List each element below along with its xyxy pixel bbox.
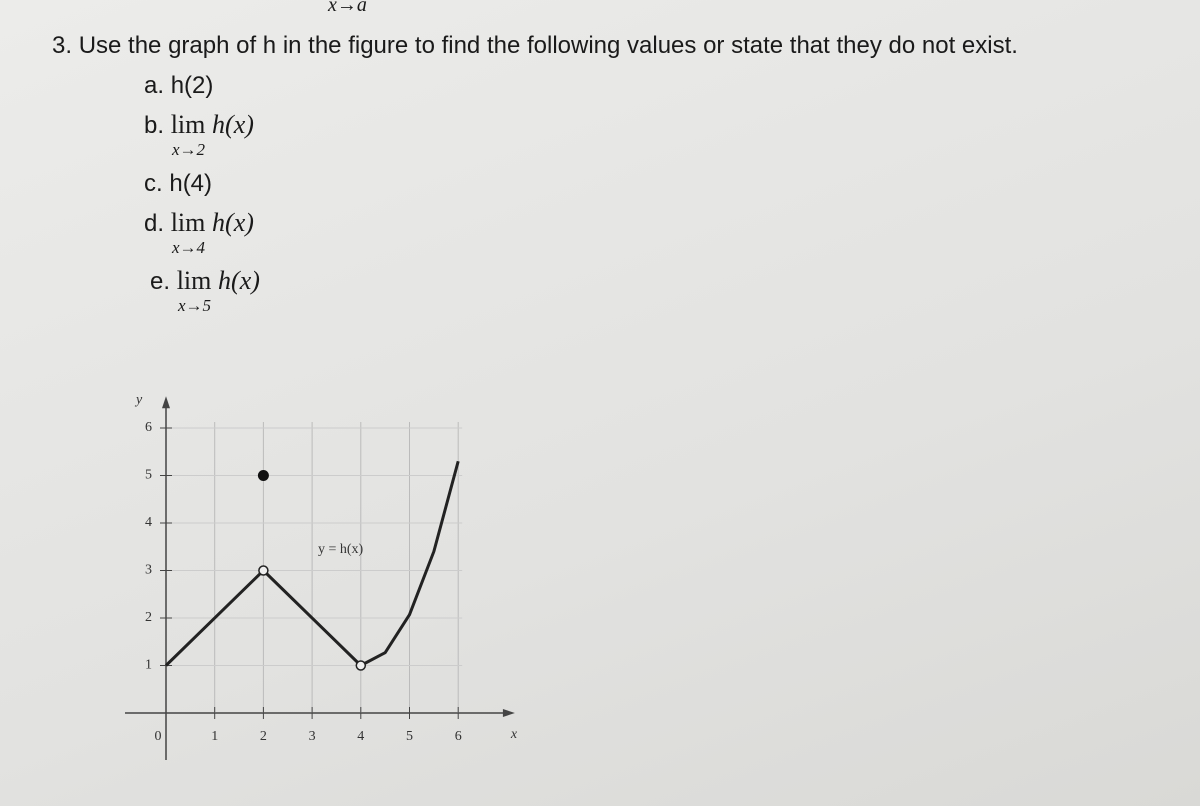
func: h(x) (218, 266, 260, 295)
x-axis-label: x (510, 727, 518, 742)
item: a. h(2) (144, 72, 213, 100)
x-tick-label: 6 (455, 729, 462, 744)
y-tick-label: 4 (145, 515, 152, 530)
curve-label: y = h(x) (318, 542, 364, 557)
item: e. lim h(x) x→5 (150, 266, 260, 315)
item: d. lim h(x) x→4 (144, 208, 254, 257)
graph-curve (360, 460, 460, 667)
x-tick-label: 5 (406, 729, 413, 744)
y-tick-label: 5 (145, 468, 152, 483)
lim-sub: x→5 (178, 296, 212, 315)
problem: 3. Use the graph of h in the figure to f… (52, 32, 1018, 60)
problem-text: Use the graph of h in the figure to find… (78, 32, 1018, 59)
item-label: a. (144, 72, 165, 99)
filled-point (257, 470, 269, 481)
item-label: b. (144, 112, 165, 139)
y-tick-label: 2 (145, 610, 152, 625)
item-expr: h(4) (169, 170, 213, 197)
problem-number: 3. (52, 32, 73, 59)
x-tick-label: 3 (309, 729, 316, 744)
lim: lim (170, 110, 206, 139)
lim: lim (176, 266, 212, 295)
x-tick-label: 0 (155, 729, 162, 744)
y-arrow (162, 396, 170, 409)
x-tick-label: 4 (357, 729, 364, 744)
item-label: d. (144, 210, 165, 237)
y-tick-label: 3 (145, 563, 152, 578)
x-tick-label: 1 (211, 729, 218, 744)
item: b. lim h(x) x→2 (144, 110, 254, 159)
top-fragment: x→a (328, 0, 367, 16)
lim: lim (170, 208, 206, 237)
x-tick-label: 2 (260, 729, 267, 744)
item-label: c. (144, 170, 163, 197)
func: h(x) (212, 110, 254, 139)
item-expr: h(2) (170, 72, 214, 99)
y-tick-label: 6 (145, 420, 152, 435)
lim-sub: x→2 (172, 140, 206, 159)
y-tick-label: 1 (145, 658, 152, 673)
func: h(x) (212, 208, 254, 237)
lim-sub: x→4 (172, 238, 206, 257)
item: c. h(4) (144, 170, 212, 198)
x-arrow (502, 709, 515, 717)
y-axis-label: y (134, 392, 143, 407)
item-label: e. (150, 268, 171, 295)
open-point (355, 660, 367, 671)
open-point (258, 565, 269, 576)
